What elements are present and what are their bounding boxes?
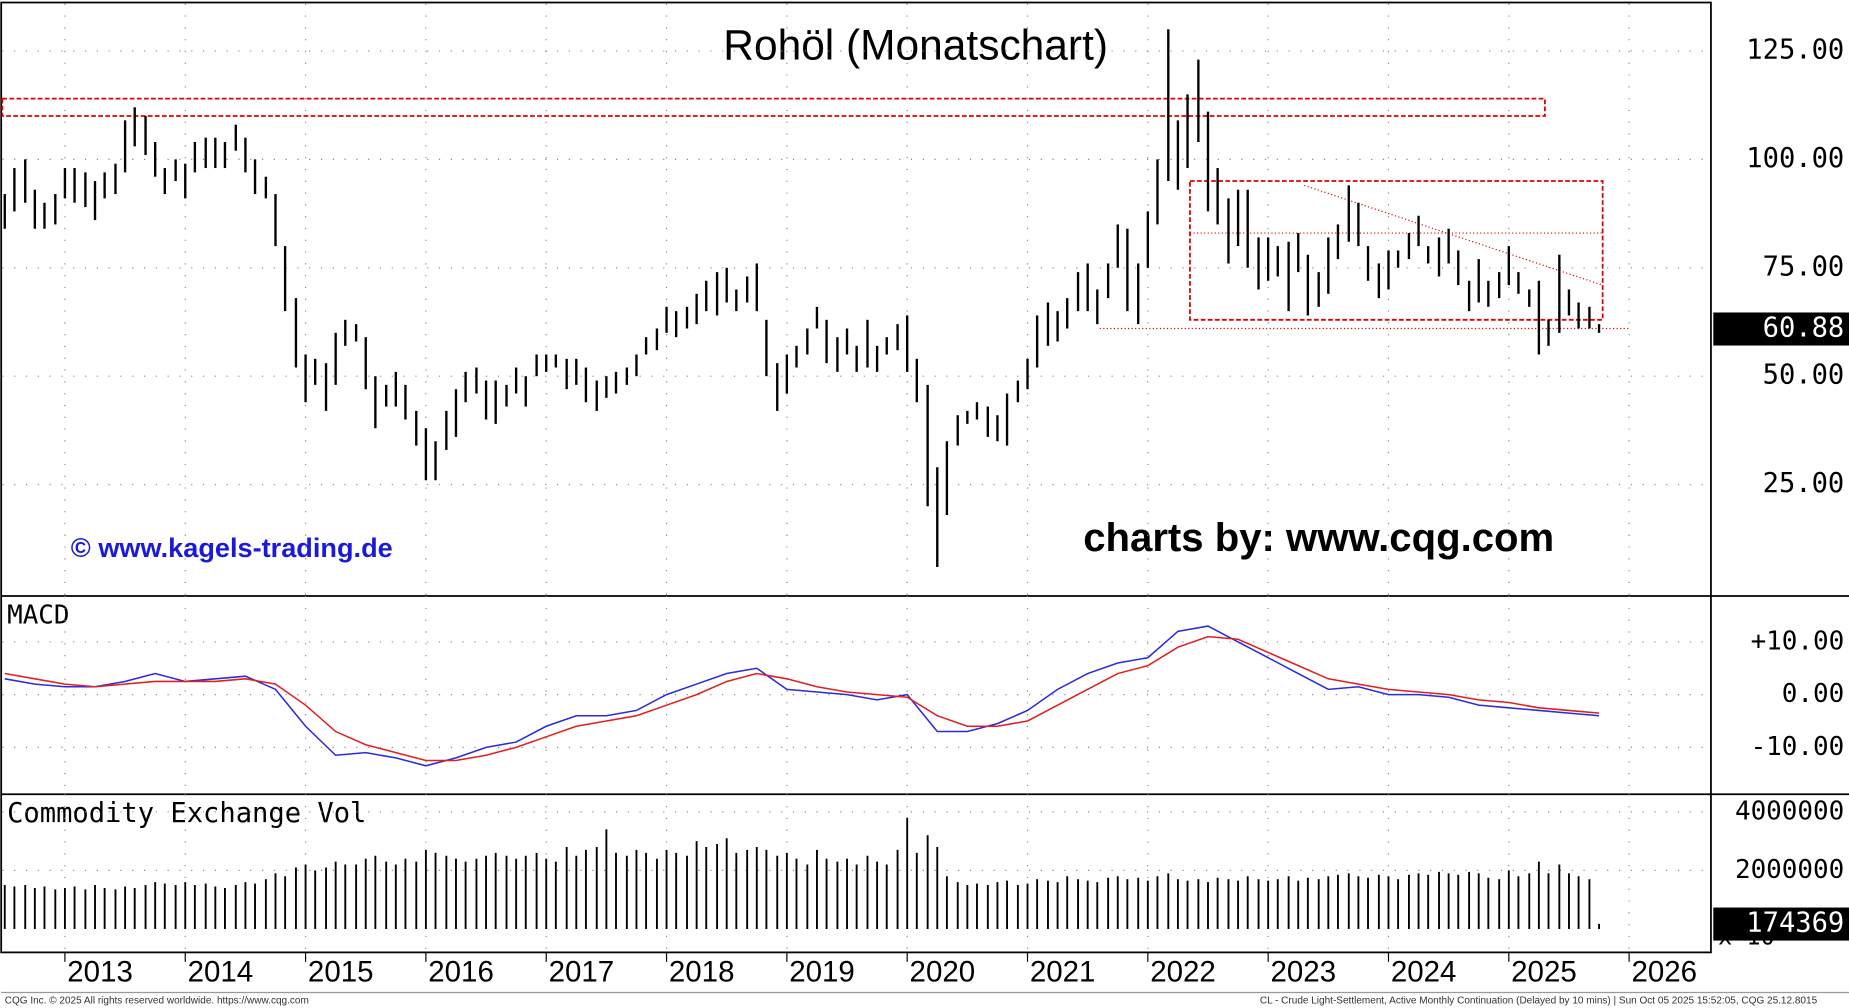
chart-title: Rohöl (Monatschart) — [723, 22, 1108, 69]
y-tick-label: -10.00 — [1751, 732, 1845, 762]
x-tick-label: 2025 — [1511, 955, 1577, 988]
zone — [1189, 180, 1604, 321]
y-tick-label: +10.00 — [1751, 626, 1845, 656]
macd-line — [4, 625, 1600, 767]
x-tick-label: 2018 — [669, 955, 735, 988]
x-tick-label: 2023 — [1271, 955, 1337, 988]
x-tick-label: 2021 — [1030, 955, 1096, 988]
x-tick-label: 2019 — [789, 955, 855, 988]
y-tick-label: 75.00 — [1763, 251, 1845, 282]
panel-title: Commodity Exchange Vol — [7, 798, 366, 829]
macd-line — [4, 635, 1600, 762]
y-tick-label: 4000000 — [1735, 796, 1844, 826]
x-tick-label: 2017 — [549, 955, 615, 988]
credit: charts by: www.cqg.com — [1083, 516, 1554, 560]
panel-title: MACD — [7, 601, 69, 631]
y-tick-label: 2000000 — [1735, 855, 1844, 885]
x-tick-label: 2014 — [188, 955, 254, 988]
zone — [1, 97, 1546, 117]
footer-right: CL - Crude Light-Settlement, Active Mont… — [1260, 995, 1818, 1006]
x-tick-label: 2016 — [428, 955, 494, 988]
x-tick-label: 2026 — [1631, 955, 1697, 988]
last-value-label: 60.88 — [1763, 313, 1845, 344]
trend-line — [1304, 184, 1603, 286]
frame — [0, 1, 1712, 954]
x-tick-label: 2013 — [67, 955, 133, 988]
x-tick-label: 2020 — [910, 955, 976, 988]
last-value-box — [1713, 907, 1849, 941]
last-value-label: 174369 — [1746, 908, 1844, 939]
y-tick-label: 50.00 — [1763, 360, 1845, 391]
y-tick-label: 100.00 — [1746, 143, 1844, 174]
y-tick-label: 25.00 — [1763, 468, 1845, 499]
last-value-box — [1713, 312, 1849, 346]
footer-left: CQG Inc. © 2025 All rights reserved worl… — [5, 995, 309, 1006]
x-tick-label: 2024 — [1391, 955, 1457, 988]
y-tick-label: 0.00 — [1782, 679, 1844, 709]
x-tick-label: 2015 — [308, 955, 374, 988]
watermark: © www.kagels-trading.de — [71, 532, 393, 563]
y-tick-label: 125.00 — [1746, 34, 1844, 65]
x-tick-label: 2022 — [1150, 955, 1216, 988]
